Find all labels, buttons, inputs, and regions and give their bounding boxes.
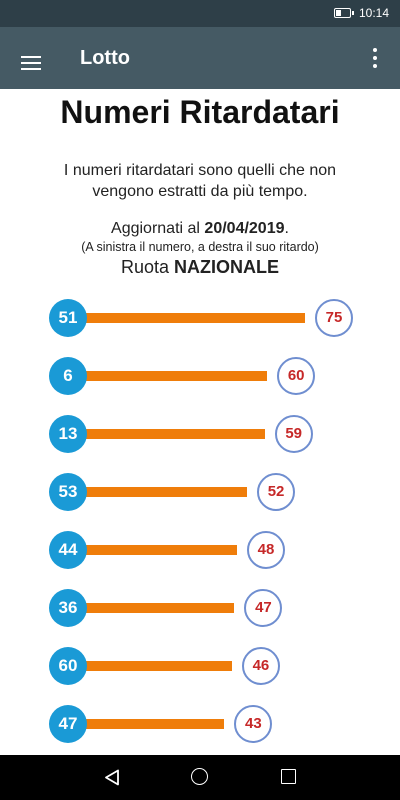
legend-note: (A sinistra il numero, a destra il suo r… xyxy=(81,240,319,254)
delay-circle: 46 xyxy=(241,647,280,685)
triangle-back-icon[interactable] xyxy=(104,769,121,786)
number-circle: 44 xyxy=(49,531,87,569)
delay-bar xyxy=(66,487,248,497)
delay-bar xyxy=(66,313,305,323)
navigation-bar xyxy=(0,755,400,800)
update-prefix: Aggiornati al xyxy=(111,220,205,237)
wheel-prefix: Ruota xyxy=(120,257,175,277)
wheel-label: Ruota NAZIONALE xyxy=(0,257,400,278)
number-circle: 47 xyxy=(49,705,87,743)
intro-text: I numeri ritardatari sono quelli che non… xyxy=(63,162,337,200)
number-circle: 6 xyxy=(49,357,87,395)
hamburger-menu-icon[interactable] xyxy=(21,56,41,70)
update-info: Aggiornati al 20/04/2019. xyxy=(0,220,400,238)
delay-circle: 48 xyxy=(246,531,285,569)
number-circle: 13 xyxy=(49,415,87,453)
app-title: Lotto xyxy=(80,47,130,69)
delay-bar xyxy=(66,545,237,555)
square-recents-icon[interactable] xyxy=(281,769,296,784)
delay-bar xyxy=(66,719,225,729)
delay-bar xyxy=(66,661,232,671)
update-date: 20/04/2019 xyxy=(204,220,285,237)
status-time: 10:14 xyxy=(359,6,390,20)
delay-circle: 47 xyxy=(244,589,283,627)
update-suffix: . xyxy=(284,220,289,237)
wheel-name: NAZIONALE xyxy=(174,257,280,277)
delay-row: 60 46 xyxy=(0,647,400,685)
number-circle: 53 xyxy=(49,473,87,511)
delay-bar xyxy=(66,429,265,439)
delay-row: 13 59 xyxy=(0,415,400,453)
page-title: Numeri Ritardatari xyxy=(60,94,340,130)
delay-row: 53 52 xyxy=(0,473,400,511)
status-bar: 10:14 xyxy=(0,0,400,27)
delay-row: 36 47 xyxy=(0,589,400,627)
number-circle: 51 xyxy=(49,299,87,337)
number-circle: 60 xyxy=(49,647,87,685)
delay-row: 47 43 xyxy=(0,705,400,743)
delay-circle: 43 xyxy=(234,705,273,743)
circle-home-icon[interactable] xyxy=(191,768,208,785)
number-circle: 36 xyxy=(49,589,87,627)
battery-icon xyxy=(334,8,354,18)
delays-page[interactable]: Numeri Ritardatari I numeri ritardatari … xyxy=(0,89,400,755)
delay-circle: 59 xyxy=(274,415,313,453)
delay-row: 51 75 xyxy=(0,299,400,337)
delay-bar xyxy=(66,371,268,381)
delay-circle: 75 xyxy=(315,299,353,337)
delay-row: 6 60 xyxy=(0,357,400,395)
more-vert-icon[interactable] xyxy=(372,48,378,68)
delay-circle: 60 xyxy=(277,357,316,395)
app-bar: Lotto xyxy=(0,27,400,89)
delay-bar xyxy=(66,603,235,613)
delay-circle: 52 xyxy=(257,473,296,511)
delay-row: 44 48 xyxy=(0,531,400,569)
